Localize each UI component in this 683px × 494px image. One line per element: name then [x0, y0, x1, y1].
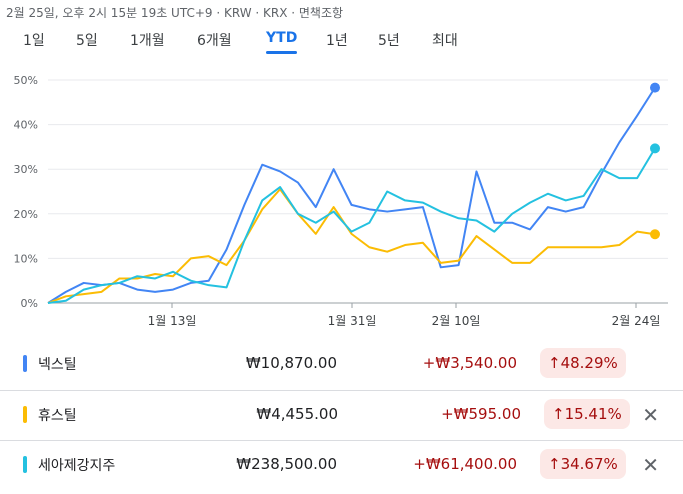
- x-tick-label: 1월 31일: [328, 314, 377, 328]
- range-tabs: 1일 5일 1개월 6개월 YTD 1년 5년 최대: [0, 30, 683, 58]
- stock-change: +₩3,540.00: [422, 354, 517, 372]
- y-tick-label: 40%: [14, 119, 38, 132]
- y-tick-label: 20%: [14, 208, 38, 221]
- stock-price: ₩10,870.00: [245, 354, 337, 372]
- tab-1y[interactable]: 1년: [326, 33, 348, 49]
- series-end-point-1: [650, 229, 660, 240]
- close-icon[interactable]: ✕: [642, 453, 659, 477]
- y-tick-label: 0%: [21, 297, 38, 310]
- series-end-point-2: [650, 143, 660, 154]
- tab-1m[interactable]: 1개월: [130, 33, 165, 49]
- tab-6m[interactable]: 6개월: [197, 33, 232, 49]
- stock-change: +₩595.00: [441, 405, 521, 423]
- x-tick-label: 1월 13일: [148, 314, 197, 328]
- series-end-point-0: [650, 82, 660, 93]
- stock-row-nexteel[interactable]: 넥스틸 ₩10,870.00 +₩3,540.00 ↑48.29%: [0, 340, 683, 388]
- y-tick-label: 30%: [14, 163, 38, 176]
- stock-price: ₩238,500.00: [236, 455, 337, 473]
- chart-meta-line: 2월 25일, 오후 2시 15분 19초 UTC+9 · KRW · KRX …: [6, 6, 344, 20]
- stock-name: 세아제강지주: [38, 458, 116, 474]
- comparison-line-chart[interactable]: 0% 10% 20% 30% 40% 50% 1월 13일 1월 31일 2월 10일 2월 24…: [0, 65, 683, 335]
- series-line-1: [47, 188, 656, 304]
- arrow-up-icon: ↑: [548, 354, 561, 372]
- x-tick-label: 2월 10일: [432, 314, 481, 328]
- close-icon[interactable]: ✕: [642, 403, 659, 427]
- stock-percent-badge: ↑15.41%: [544, 399, 630, 429]
- tab-ytd[interactable]: YTD: [266, 30, 298, 54]
- arrow-up-icon: ↑: [552, 405, 565, 423]
- arrow-up-icon: ↑: [548, 455, 561, 473]
- series-line-2: [47, 147, 656, 304]
- y-tick-label: 50%: [14, 74, 38, 87]
- stock-change: +₩61,400.00: [413, 455, 517, 473]
- x-tick-label: 2월 24일: [612, 314, 661, 328]
- stock-percent-badge: ↑48.29%: [540, 348, 626, 378]
- stock-price: ₩4,455.00: [256, 405, 338, 423]
- stock-name: 넥스틸: [38, 357, 77, 373]
- series-swatch: [23, 355, 27, 372]
- tab-5d[interactable]: 5일: [76, 33, 98, 49]
- stock-percent-badge: ↑34.67%: [540, 449, 626, 479]
- series-swatch: [23, 406, 27, 423]
- stock-name: 휴스틸: [38, 408, 77, 424]
- tab-max[interactable]: 최대: [432, 33, 458, 49]
- y-tick-label: 10%: [14, 252, 38, 265]
- tab-1d[interactable]: 1일: [23, 33, 45, 49]
- stock-row-husteel[interactable]: 휴스틸 ₩4,455.00 +₩595.00 ↑15.41% ✕: [0, 390, 683, 439]
- tab-5y[interactable]: 5년: [378, 33, 400, 49]
- stock-row-seah[interactable]: 세아제강지주 ₩238,500.00 +₩61,400.00 ↑34.67% ✕: [0, 440, 683, 489]
- series-swatch: [23, 456, 27, 473]
- series-line-0: [47, 87, 656, 304]
